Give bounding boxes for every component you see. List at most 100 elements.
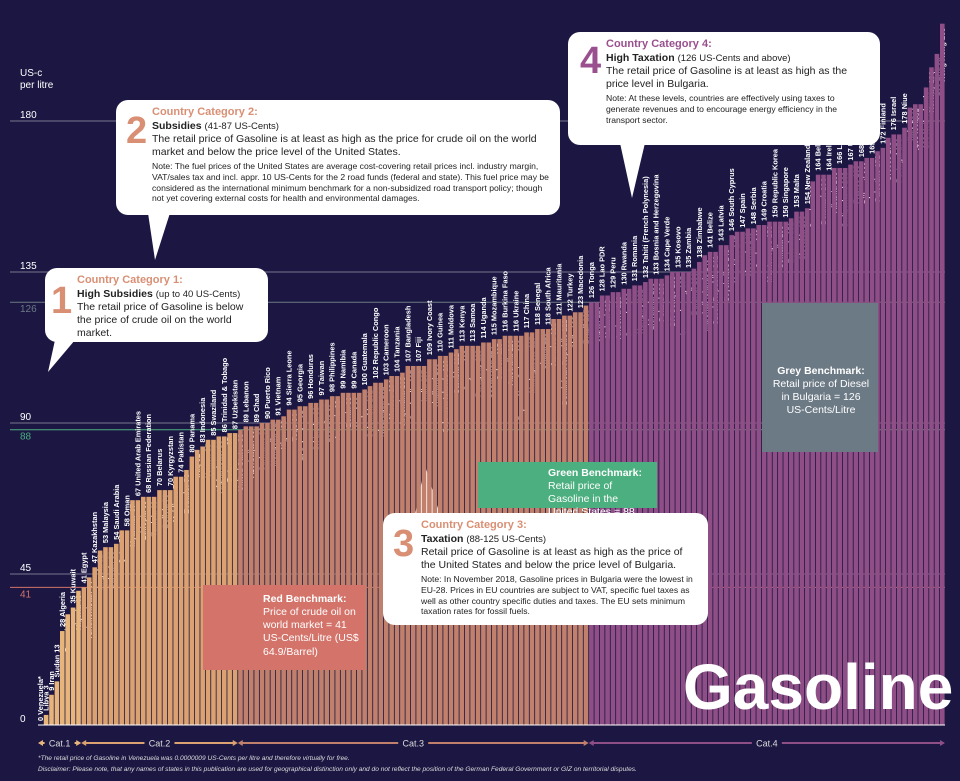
bar-value-label: 74	[177, 464, 186, 473]
bar-label: 148 Serbia	[749, 186, 758, 224]
benchmark-title: Green Benchmark:	[548, 467, 642, 479]
bar-label: 35 Kuwait	[69, 568, 78, 603]
bar	[680, 272, 686, 725]
bar-category-label: Lao PDR	[598, 246, 607, 277]
bar-label: 103 Cameroon	[382, 324, 391, 375]
bar	[54, 681, 60, 725]
bar-label: 83 Indonesia	[198, 397, 207, 443]
bar	[675, 272, 681, 725]
bar-category-label: Taiwan	[317, 360, 326, 385]
bar-label: 143 Latvia	[716, 204, 725, 241]
y-tick-label: 88	[20, 432, 32, 443]
bar	[292, 409, 297, 725]
bar-value-label: 154	[803, 191, 812, 204]
bar	[351, 392, 357, 725]
bar	[718, 245, 724, 725]
y-tick-label: 0	[20, 714, 26, 725]
bar-label: 176 Israel	[889, 97, 898, 131]
bar-category-label: Kenya	[457, 305, 466, 328]
bar-label: 70 Kyrgyzstan	[166, 435, 175, 486]
bar-category-label: Sudan	[52, 654, 61, 677]
bar	[243, 426, 249, 725]
bar-value-label: 54	[112, 531, 121, 540]
bar-category-label: Kazakhstan	[90, 511, 99, 553]
bar-label: 117 China	[522, 293, 531, 328]
bar-value-label: 68	[144, 485, 153, 493]
bar-category-label: South Cyprus	[727, 168, 736, 216]
bar-category-label: Senegal	[533, 283, 542, 311]
bar-label: 96 Honduras	[306, 354, 315, 399]
bar-label: 107 Fiji	[414, 337, 423, 362]
bar	[329, 396, 335, 725]
category-arrow	[232, 740, 238, 746]
bar-category-label: Zambia	[684, 227, 693, 254]
benchmark-title: Grey Benchmark:	[777, 365, 865, 377]
bar	[940, 23, 945, 725]
bar-value-label: 89	[252, 414, 261, 422]
bar-value-label: 97	[317, 387, 326, 395]
bar-category-label: Belarus	[155, 449, 164, 476]
y-tick-label: 45	[20, 563, 32, 574]
bar-category-label: Ukraine	[511, 291, 520, 318]
bar	[205, 439, 211, 725]
category-arrow	[38, 740, 43, 746]
bar-value-label: 168	[857, 145, 866, 157]
annotation-title: Country Category 3:	[421, 519, 527, 531]
bar	[356, 392, 362, 725]
callout-pointer	[620, 143, 645, 198]
annotation-range: (41-87 US-Cents)	[204, 120, 279, 132]
category-arrow	[237, 740, 243, 746]
bar	[59, 631, 65, 725]
bar-category-label: Tahiti (French Polynesia)	[641, 176, 650, 264]
bar	[308, 402, 313, 725]
bar-category-label: Croatia	[760, 180, 769, 206]
bar-value-label: 135	[673, 256, 682, 268]
bar	[772, 221, 778, 725]
bar	[362, 389, 367, 725]
bar	[119, 530, 124, 725]
bar	[216, 436, 222, 725]
bar-value-label: 96	[306, 391, 315, 399]
bar-value-label: 95	[295, 394, 304, 402]
annotation-number: 2	[126, 110, 148, 152]
bar-label: 126 Tonga	[587, 261, 596, 298]
bar-category-label: Turkey	[565, 273, 574, 298]
bar	[313, 402, 319, 725]
bar-category-label: Trinidad & Tobago	[220, 357, 229, 422]
bar	[211, 439, 216, 725]
bar-label: 102 Republic Congo	[371, 307, 380, 379]
bar	[734, 231, 740, 725]
annotation-subtitle: Taxation	[421, 532, 464, 545]
bar-label: 172 Finland	[878, 103, 887, 144]
category-label-bg	[398, 737, 429, 749]
bar	[880, 147, 886, 725]
bar	[913, 104, 918, 725]
bar-category-label: Vietnam	[274, 376, 283, 405]
bar-value-label: 118	[544, 313, 553, 325]
bar-label: 86 Trinidad & Tobago	[220, 357, 229, 432]
bar-label: 149 Croatia	[760, 180, 769, 221]
bar-value-label: 100	[360, 373, 369, 385]
bar	[173, 476, 178, 725]
y-tick-label: 135	[20, 261, 37, 272]
bar-category-label: Malta	[792, 173, 801, 193]
bar-label: 153 Malta	[792, 173, 801, 207]
bar-category-label: Tonga	[587, 261, 596, 284]
bar-label: Sudan 13	[52, 644, 61, 677]
bar	[281, 416, 286, 725]
callout-pointer	[48, 340, 75, 372]
annotation-text: The retail price of Gasoline is below th…	[77, 300, 244, 340]
y-tick-label: 180	[20, 110, 37, 121]
bar-category-label: Philippines	[328, 342, 337, 381]
bar-category-label: Mozambique	[490, 276, 499, 321]
bar	[151, 496, 157, 725]
bar-value-label: 128	[598, 279, 607, 291]
bar-value-label: 80	[187, 444, 196, 452]
bar-label: 99 Namibia	[339, 349, 348, 389]
bar-value-label: 89	[241, 414, 250, 422]
bar-category-label: Oman	[123, 495, 132, 516]
bar	[891, 134, 897, 725]
bar-category-label: Saudi Arabia	[112, 484, 121, 530]
bar	[740, 231, 745, 725]
bar-label: 113 Samoa	[468, 303, 477, 342]
